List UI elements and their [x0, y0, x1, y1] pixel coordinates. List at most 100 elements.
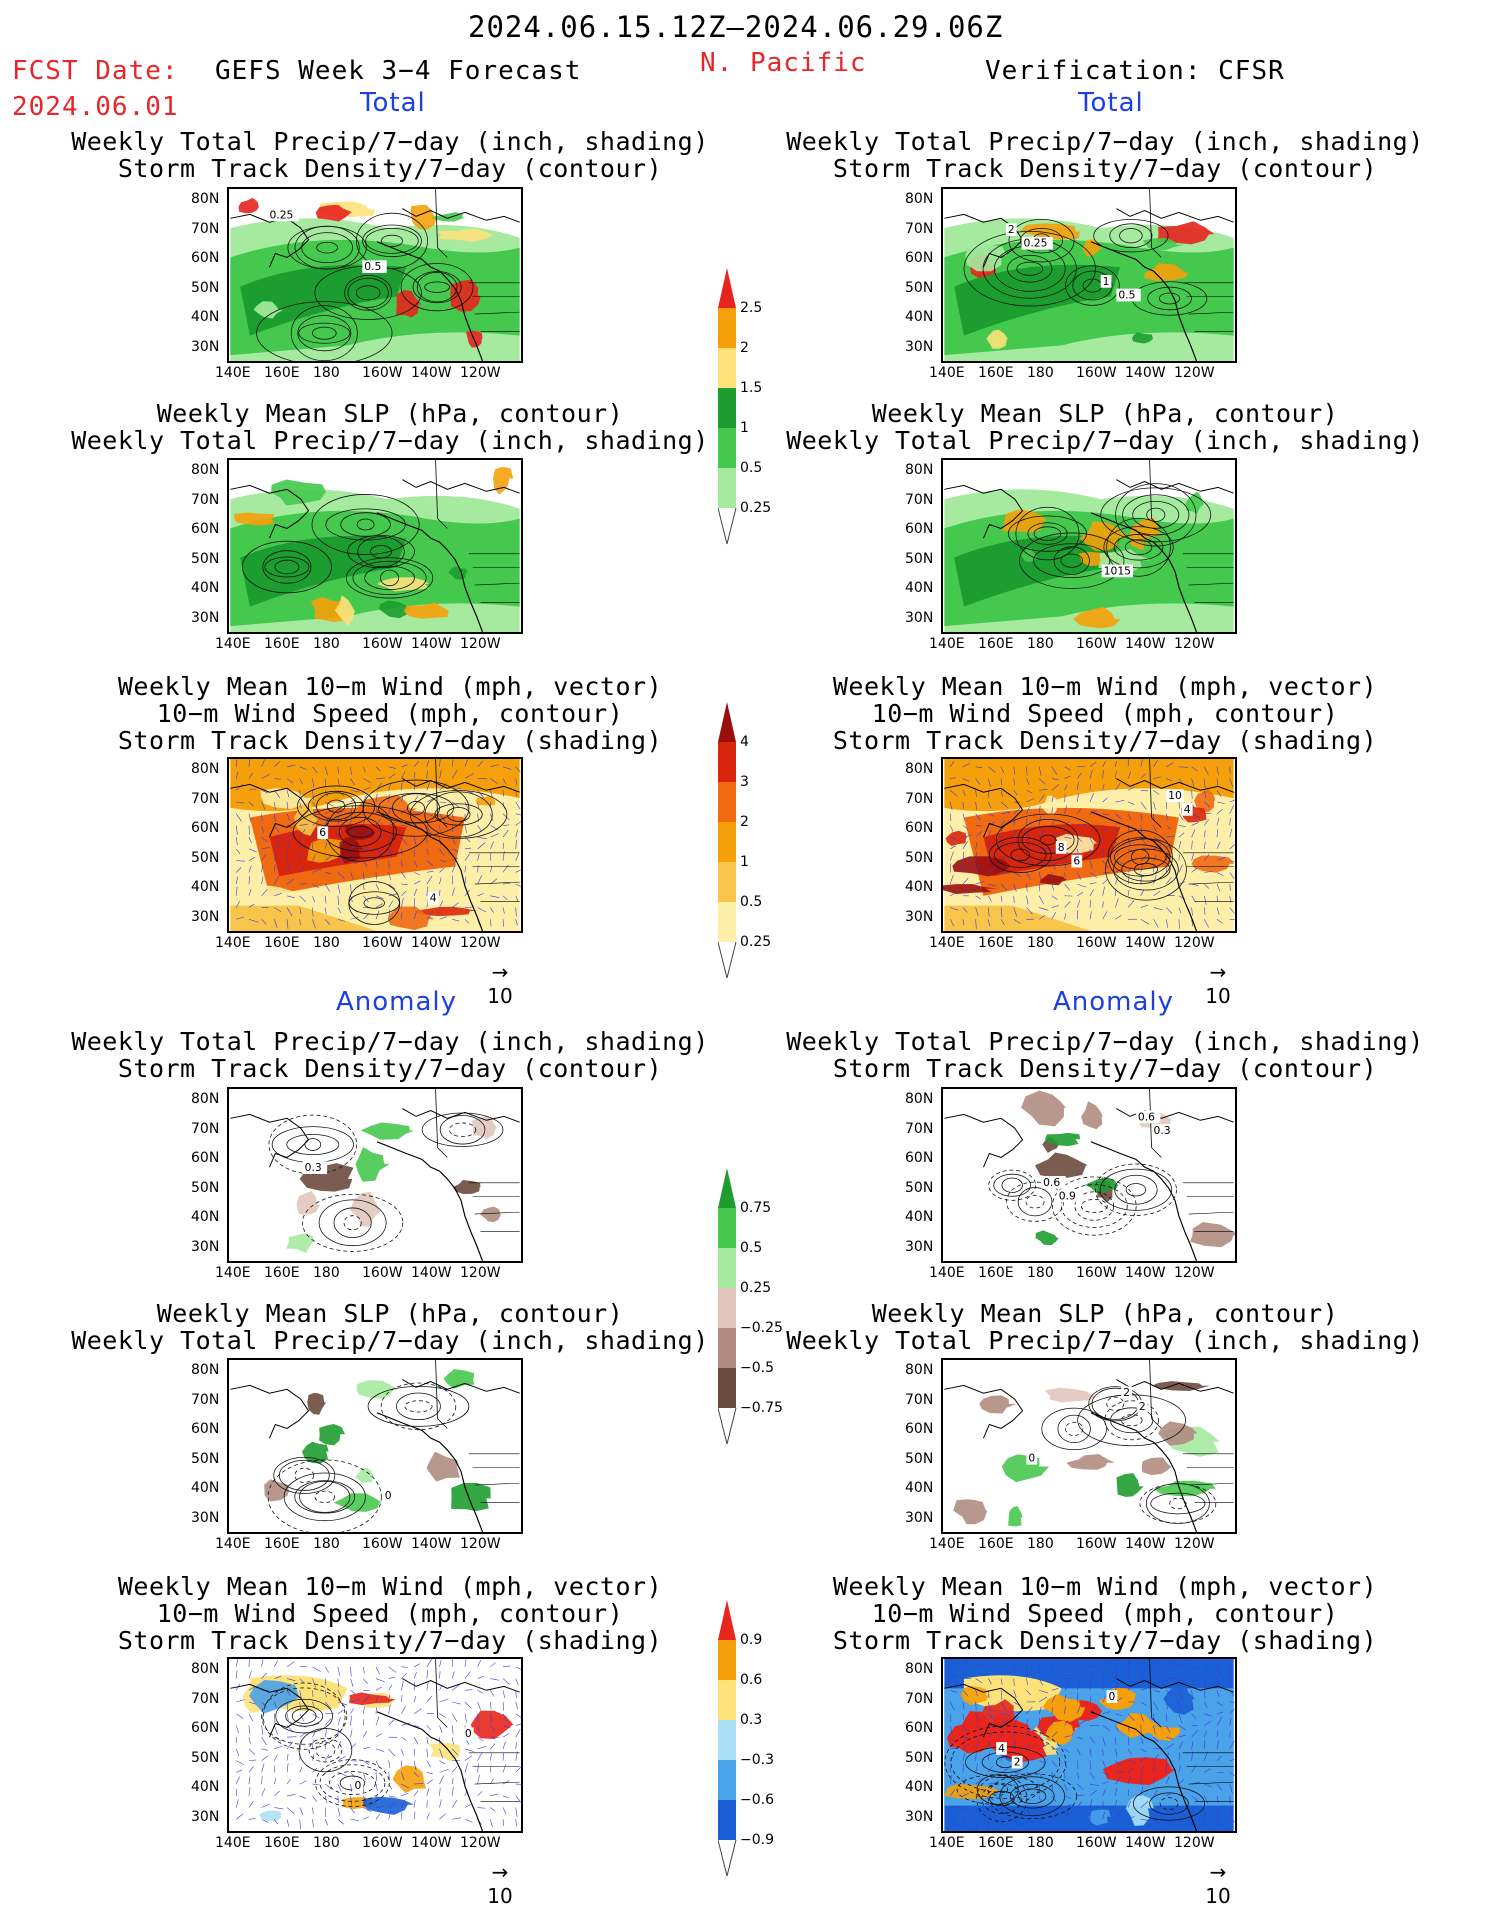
colorbar-precip-total: 2.5 2 1.5 1 0.5 0.25: [718, 268, 798, 548]
colorbar-swatch: [718, 1168, 736, 1208]
colorbar-swatch: [718, 348, 736, 388]
lon-tick-label: 140E: [929, 1536, 965, 1552]
lon-tick-label: 160E: [978, 1835, 1014, 1851]
lat-tick-label: 80N: [191, 1362, 220, 1378]
lon-tick-label: 160W: [1076, 1536, 1117, 1552]
lon-tick-label: 140W: [1125, 1536, 1166, 1552]
lon-tick-label: 160E: [978, 636, 1014, 652]
colorbar-label: 1.5: [740, 380, 762, 396]
lon-tick-label: 140W: [411, 1835, 452, 1851]
colorbar-swatch: [718, 1248, 736, 1288]
colorbar-swatch: [718, 822, 736, 862]
lon-tick-label: 140E: [215, 1265, 251, 1281]
colorbar-label: −0.5: [740, 1360, 774, 1376]
contour-label: 0: [1028, 1452, 1035, 1465]
lon-tick-label: 140E: [929, 365, 965, 381]
contour-label: 1: [1103, 275, 1110, 288]
lat-tick-label: 30N: [905, 1509, 934, 1526]
lon-tick-label: 140E: [929, 1835, 965, 1851]
lon-tick-label: 120W: [460, 935, 501, 951]
model-title: GEFS Week 3−4 Forecast: [215, 56, 582, 86]
lat-tick-label: 30N: [905, 338, 934, 355]
lat-tick-label: 40N: [191, 1480, 220, 1496]
lon-tick-label: 140W: [1125, 1835, 1166, 1851]
colorbar-swatch: [718, 742, 736, 782]
lat-tick-label: 60N: [191, 250, 220, 266]
colorbar-swatch: [718, 702, 736, 742]
colorbar-swatch: [718, 902, 736, 942]
colorbar-label: 2.5: [740, 300, 762, 316]
lon-tick-label: 180: [1027, 365, 1054, 381]
lat-tick-label: 40N: [191, 580, 220, 596]
contour-label: 6: [1073, 855, 1080, 868]
title-l4: Weekly Total Precip/7−day (inch, shading…: [71, 1027, 709, 1083]
colorbar-label: 2: [740, 814, 749, 830]
lon-tick-label: 140E: [929, 1265, 965, 1281]
lon-tick-label: 160E: [264, 365, 300, 381]
lon-tick-label: 180: [313, 636, 340, 652]
contour-label: 0.5: [1118, 288, 1135, 301]
map-panel-r3: 4 6 10 8: [941, 757, 1237, 933]
lon-tick-label: 140W: [1125, 636, 1166, 652]
lat-tick-label: 60N: [191, 1720, 220, 1736]
lat-tick-label: 80N: [905, 462, 934, 478]
colorbar-swatch: [718, 1680, 736, 1720]
lat-tick-label: 70N: [191, 220, 220, 237]
lon-tick-label: 120W: [1174, 1835, 1215, 1851]
colorbar-label: 1: [740, 420, 749, 436]
title-r1: Weekly Total Precip/7−day (inch, shading…: [786, 127, 1424, 183]
contour-label: 2: [1123, 1386, 1130, 1399]
lon-tick-label: 180: [1027, 1265, 1054, 1281]
lat-tick-label: 50N: [191, 279, 220, 296]
colorbar-label: −0.25: [740, 1320, 783, 1336]
contour-label: 0: [354, 1779, 361, 1792]
title-r3: Weekly Mean 10−m Wind (mph, vector) 10−m …: [832, 672, 1378, 755]
contour-label: 0: [1109, 1690, 1116, 1703]
lon-tick-label: 120W: [1174, 365, 1215, 381]
lon-tick-label: 140W: [1125, 935, 1166, 951]
lat-tick-label: 60N: [905, 820, 934, 836]
colorbar-label: 4: [740, 734, 749, 750]
lon-tick-label: 160E: [978, 1536, 1014, 1552]
lon-tick-label: 140W: [411, 1265, 452, 1281]
colorbar-swatch: [718, 1208, 736, 1248]
lat-tick-label: 70N: [191, 790, 220, 807]
lat-tick-label: 50N: [905, 279, 934, 296]
contour-label: 0.25: [269, 208, 293, 221]
lon-tick-label: 180: [1027, 1835, 1054, 1851]
lon-tick-label: 160W: [1076, 636, 1117, 652]
lat-tick-label: 80N: [191, 462, 220, 478]
lat-tick-label: 50N: [905, 1749, 934, 1766]
colorbar-label: −0.3: [740, 1752, 774, 1768]
contour-label: 6: [319, 826, 326, 839]
lon-tick-label: 160E: [264, 1835, 300, 1851]
lon-tick-label: 180: [313, 1835, 340, 1851]
fcst-date-label: FCST Date:: [12, 56, 179, 86]
lat-tick-label: 40N: [905, 1779, 934, 1795]
lon-tick-label: 140W: [411, 1536, 452, 1552]
section-anomaly-left: Anomaly: [336, 987, 458, 1017]
region-title: N. Pacific: [700, 48, 867, 78]
lon-tick-label: 160E: [264, 1536, 300, 1552]
colorbar-swatch: [718, 1368, 736, 1408]
contour-label: 0.3: [305, 1161, 322, 1174]
lon-tick-label: 180: [313, 935, 340, 951]
contour-label: 0.5: [364, 260, 381, 273]
colorbar-swatch: [718, 388, 736, 428]
lat-tick-label: 70N: [191, 1690, 220, 1707]
section-total-left: Total: [360, 88, 426, 118]
colorbar-storm-anomaly: 0.9 0.6 0.3 −0.3 −0.6 −0.9: [718, 1600, 798, 1880]
lon-tick-label: 180: [1027, 636, 1054, 652]
title-l5: Weekly Mean SLP (hPa, contour) Weekly Tot…: [71, 1299, 709, 1355]
title-r6: Weekly Mean 10−m Wind (mph, vector) 10−m …: [832, 1572, 1378, 1655]
lat-tick-label: 80N: [191, 1661, 220, 1677]
colorbar-label: 0.5: [740, 894, 762, 910]
colorbar-swatch: [718, 1600, 736, 1640]
map-panel-r4: 0.9 0.3 0.6 0.6: [941, 1087, 1237, 1263]
lon-tick-label: 140E: [215, 1536, 251, 1552]
lat-tick-label: 60N: [191, 1150, 220, 1166]
contour-label: 4: [998, 1742, 1005, 1755]
lat-tick-label: 80N: [191, 761, 220, 777]
lat-tick-label: 80N: [905, 761, 934, 777]
lat-tick-label: 70N: [905, 1391, 934, 1408]
